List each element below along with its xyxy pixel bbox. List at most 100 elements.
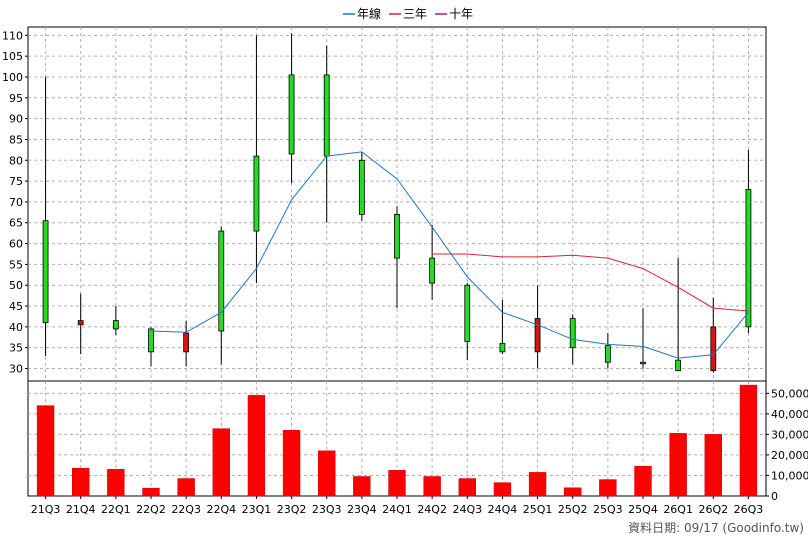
x-tick-label: 24Q1 bbox=[382, 503, 412, 516]
x-tick-label: 22Q4 bbox=[206, 503, 236, 516]
volume-bar bbox=[493, 482, 512, 497]
candle-body bbox=[288, 74, 295, 155]
volume-bar bbox=[458, 478, 476, 497]
volume-bar bbox=[599, 479, 617, 497]
volume-bar bbox=[72, 468, 90, 497]
x-tick-label: 23Q4 bbox=[347, 503, 377, 516]
volume-bar bbox=[107, 469, 125, 497]
x-axis: 21Q3 21Q4 22Q1 22Q2 22Q3 22Q4 23Q1 23Q2 23Q3 23Q4… bbox=[31, 496, 764, 516]
candles bbox=[42, 33, 752, 373]
legend: 年線 三年 十年 bbox=[343, 6, 473, 21]
price-tick-label: 40 bbox=[9, 321, 23, 334]
x-tick-label: 21Q3 bbox=[31, 503, 61, 516]
candle-body bbox=[394, 214, 400, 259]
candle-body bbox=[183, 332, 190, 353]
price-tick-label: 60 bbox=[9, 238, 23, 251]
candle-body bbox=[148, 328, 154, 353]
x-tick-label: 24Q4 bbox=[488, 503, 518, 516]
volume-bar bbox=[388, 470, 406, 497]
candle-body bbox=[499, 343, 506, 353]
x-tick-label: 22Q2 bbox=[136, 503, 166, 516]
volume-bar bbox=[528, 472, 547, 497]
x-tick-label: 26Q1 bbox=[663, 503, 693, 516]
volume-bar bbox=[669, 433, 687, 497]
price-grid bbox=[28, 27, 766, 381]
x-tick-label: 23Q3 bbox=[312, 503, 342, 516]
x-tick-label: 25Q1 bbox=[523, 503, 553, 516]
volume-bar bbox=[177, 478, 195, 497]
price-tick-label: 85 bbox=[9, 133, 23, 146]
x-tick-label: 22Q1 bbox=[101, 503, 131, 516]
price-tick-label: 30 bbox=[9, 363, 23, 376]
volume-bar bbox=[423, 476, 441, 497]
price-tick-label: 105 bbox=[2, 50, 23, 63]
price-tick-label: 110 bbox=[2, 29, 23, 42]
candle-body bbox=[710, 326, 717, 371]
volume-bar bbox=[212, 428, 230, 497]
x-tick-label: 24Q2 bbox=[417, 503, 447, 516]
price-axis: 30 35 40 45 50 55 60 65 70 75 80 85 90 95 100 105 110 bbox=[2, 29, 28, 376]
candle-body bbox=[358, 159, 365, 215]
x-tick-label: 25Q3 bbox=[593, 503, 623, 516]
price-tick-label: 80 bbox=[9, 154, 23, 167]
legend-label: 年線 bbox=[357, 6, 381, 21]
volume-bar bbox=[142, 487, 160, 497]
volume-bar bbox=[564, 487, 582, 497]
x-tick-label: 21Q4 bbox=[66, 503, 96, 516]
candle-body bbox=[534, 318, 541, 353]
volume-tick-label: 50,000 bbox=[771, 387, 808, 400]
price-tick-label: 100 bbox=[2, 71, 23, 84]
volume-bar bbox=[282, 430, 301, 497]
candle-body bbox=[112, 320, 119, 330]
volume-bar bbox=[318, 450, 336, 497]
candle-body bbox=[42, 220, 49, 324]
volume-bar bbox=[36, 405, 55, 497]
volume-tick-label: 20,000 bbox=[771, 449, 808, 462]
volume-tick-label: 10,000 bbox=[771, 469, 808, 482]
candle-body bbox=[745, 189, 752, 328]
x-tick-label: 26Q2 bbox=[698, 503, 728, 516]
candle-body bbox=[569, 318, 576, 349]
price-tick-label: 75 bbox=[9, 175, 23, 188]
candle-body bbox=[640, 361, 646, 365]
price-tick-label: 45 bbox=[9, 300, 23, 313]
x-tick-label: 23Q1 bbox=[242, 503, 272, 516]
volume-tick-label: 30,000 bbox=[771, 428, 808, 441]
candle-body bbox=[323, 74, 330, 157]
volume-tick-label: 0 bbox=[771, 490, 778, 503]
price-tick-label: 90 bbox=[9, 113, 23, 126]
footer-source: 資料日期: 09/17 (Goodinfo.tw) bbox=[628, 521, 804, 535]
series-line bbox=[432, 253, 749, 312]
legend-label: 十年 bbox=[449, 7, 473, 21]
volume-bar bbox=[353, 476, 371, 497]
volume-axis: 0 10,000 20,000 30,000 40,000 50,000 bbox=[766, 387, 808, 503]
price-tick-label: 65 bbox=[9, 217, 23, 230]
price-tick-label: 55 bbox=[9, 258, 23, 271]
series-line bbox=[150, 151, 749, 359]
price-tick-label: 70 bbox=[9, 196, 23, 209]
candle-body bbox=[675, 359, 682, 371]
price-tick-label: 35 bbox=[9, 342, 23, 355]
legend-label: 三年 bbox=[403, 7, 427, 21]
candle-body bbox=[604, 345, 611, 363]
volume-bar bbox=[739, 384, 758, 497]
x-tick-label: 24Q3 bbox=[452, 503, 482, 516]
candle-body bbox=[464, 284, 471, 342]
x-tick-label: 23Q2 bbox=[277, 503, 307, 516]
price-tick-label: 95 bbox=[9, 92, 23, 105]
volume-bar bbox=[634, 465, 652, 497]
price-tick-label: 50 bbox=[9, 279, 23, 292]
volume-bar bbox=[704, 434, 722, 497]
candle-body bbox=[429, 257, 436, 284]
x-tick-label: 26Q3 bbox=[734, 503, 764, 516]
candle-body bbox=[218, 230, 225, 332]
volume-bar bbox=[247, 395, 266, 497]
x-tick-label: 22Q3 bbox=[171, 503, 201, 516]
x-tick-label: 25Q2 bbox=[558, 503, 588, 516]
volume-tick-label: 40,000 bbox=[771, 408, 808, 421]
candle-body bbox=[253, 155, 260, 232]
moving-average-lines bbox=[150, 151, 749, 359]
candle-body bbox=[77, 320, 84, 326]
x-tick-label: 25Q4 bbox=[628, 503, 658, 516]
